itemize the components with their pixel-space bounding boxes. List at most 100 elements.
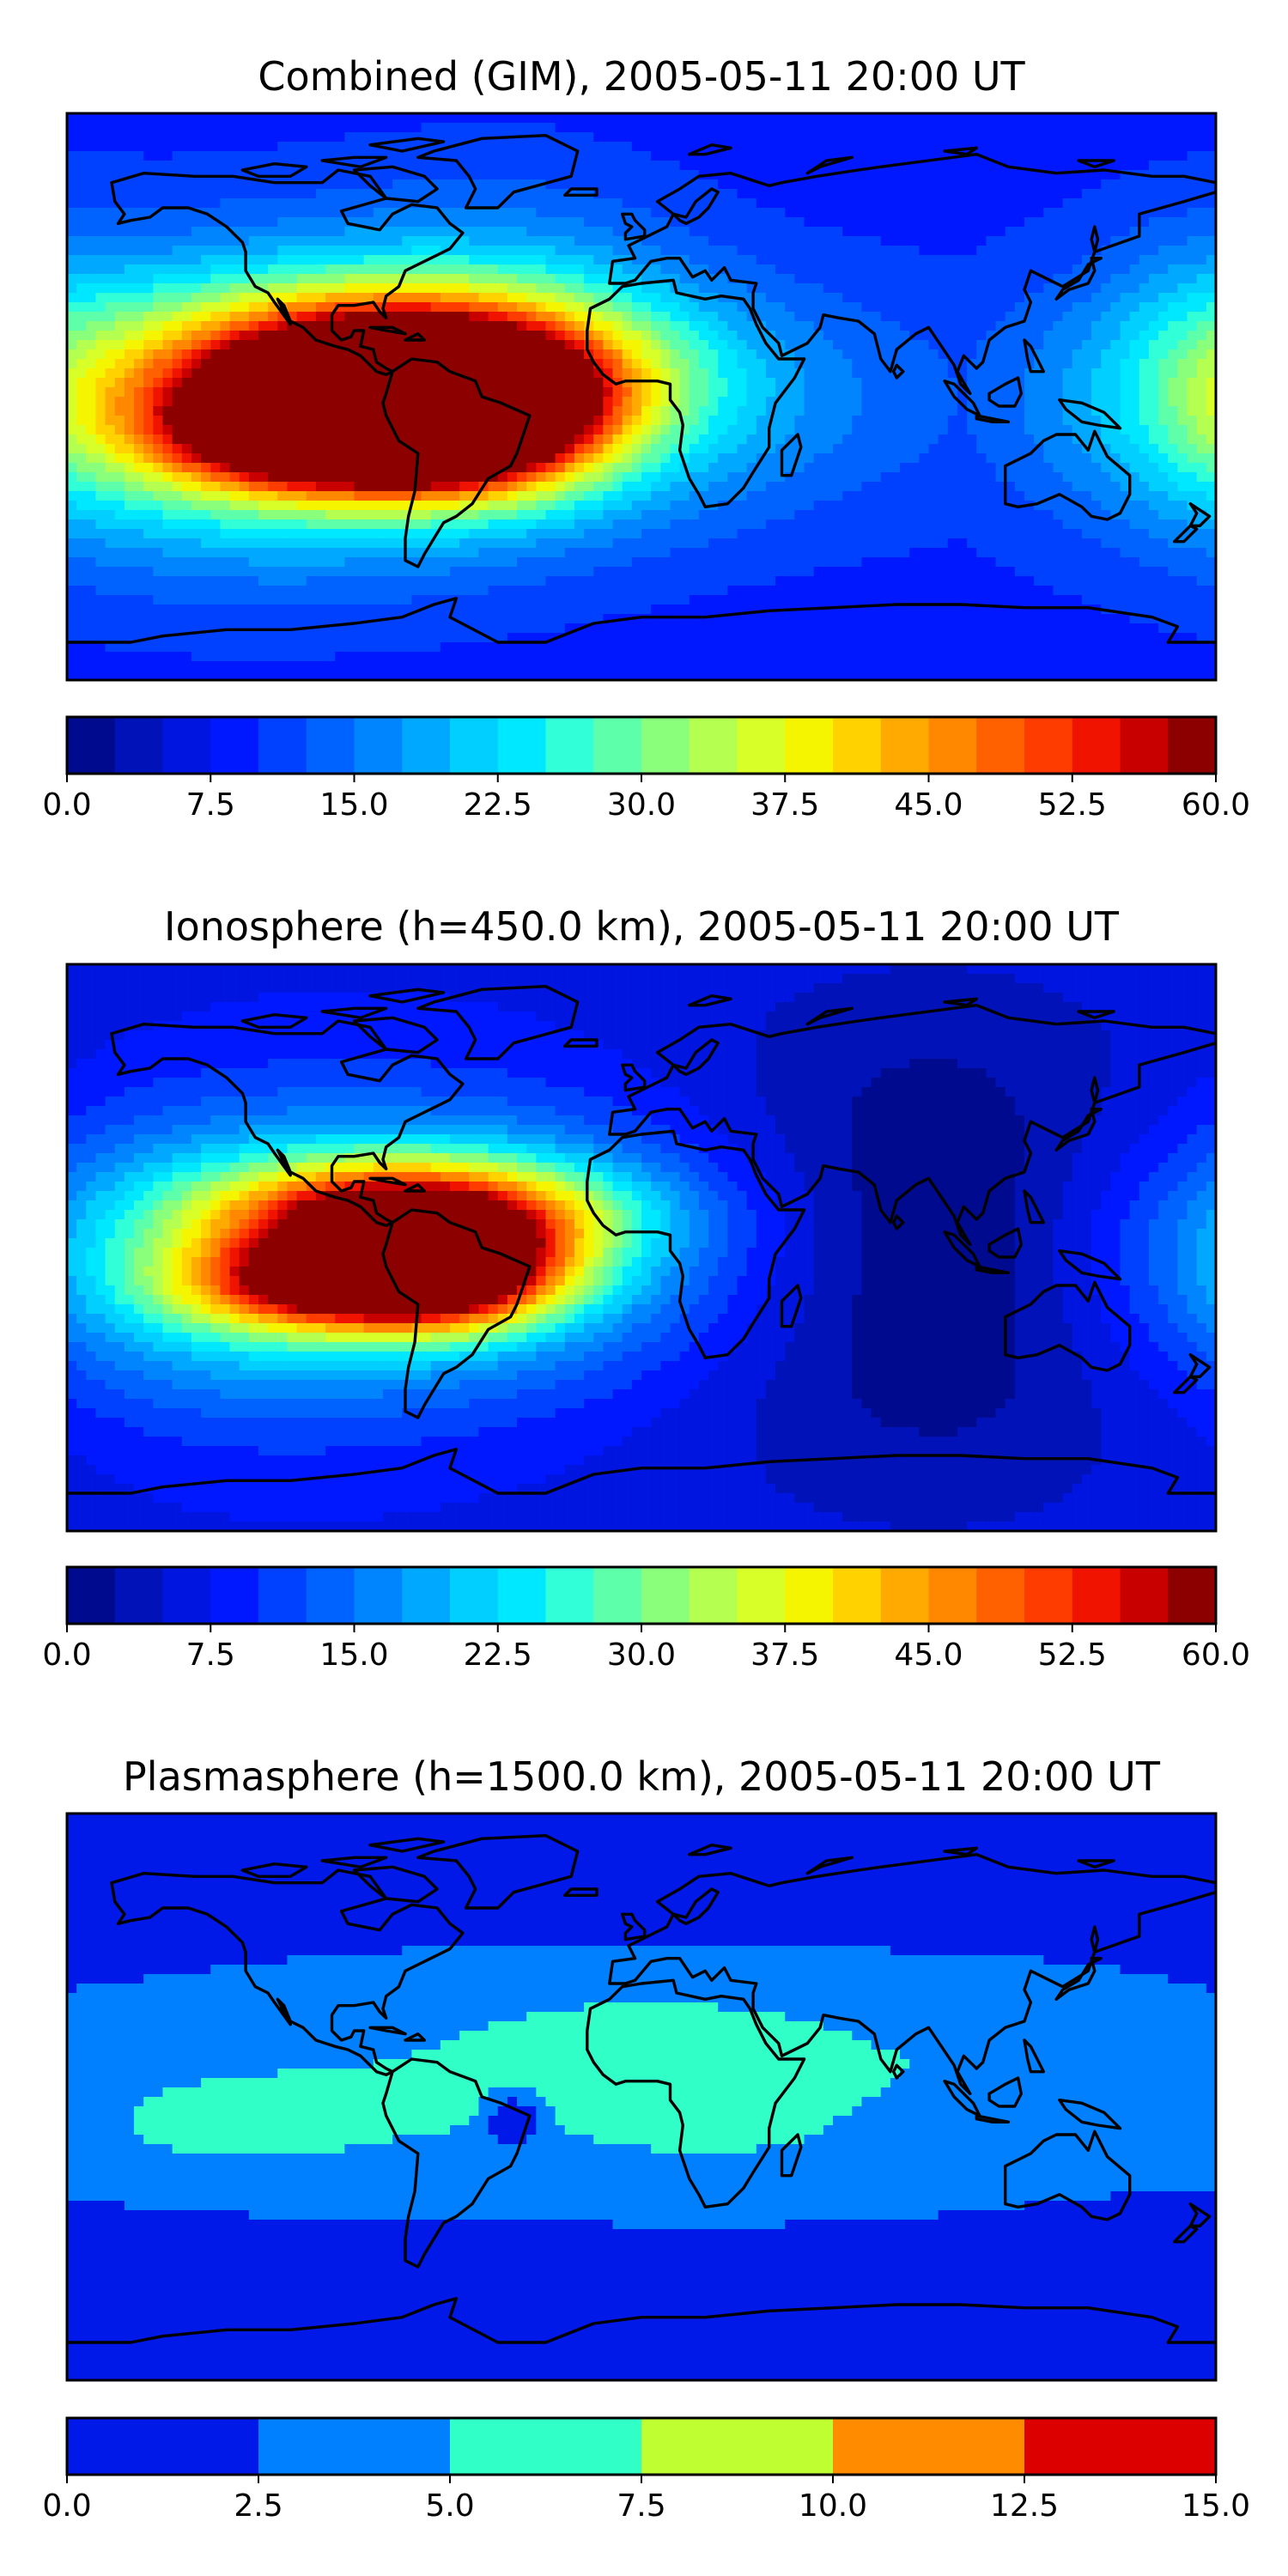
coastline	[368, 137, 446, 153]
colorbar-segment	[641, 1567, 690, 1624]
colorbar-segment	[497, 1567, 546, 1624]
coastline	[1090, 1076, 1100, 1105]
colorbar-tick-label: 7.5	[186, 1637, 235, 1673]
colorbar-tick-label: 10.0	[799, 2488, 867, 2524]
colorbar-segment	[450, 717, 499, 774]
coastline	[110, 168, 465, 376]
colorbar-segment	[1072, 717, 1121, 774]
colorbar-segment	[402, 717, 451, 774]
colorbar-tick-label: 0.0	[42, 2488, 91, 2524]
colorbar-tick-label: 0.0	[42, 787, 91, 823]
coastline	[1077, 1010, 1115, 1020]
colorbar-segment	[737, 717, 786, 774]
map-frame	[65, 1812, 1218, 2382]
colorbar-tick-label: 7.5	[186, 787, 235, 823]
coastline	[1077, 1859, 1115, 1869]
colorbar-segment	[689, 717, 738, 774]
coastline	[1090, 1925, 1100, 1954]
coastline	[975, 414, 1011, 423]
panel-combined: Combined (GIM), 2005-05-11 20:00 UT 0.0 7…	[42, 53, 1250, 823]
colorbar-tick-label: 15.0	[1182, 2488, 1250, 2524]
colorbar-segment	[641, 717, 690, 774]
coastlines	[67, 133, 1216, 644]
coastline	[1054, 1956, 1103, 2002]
coastline	[368, 1837, 446, 1853]
colorbar-segment	[210, 1567, 259, 1624]
colorbar-tick-label: 2.5	[234, 2488, 283, 2524]
colorbar-segment	[833, 1567, 882, 1624]
colorbar-segment	[1120, 1567, 1169, 1624]
coastline	[381, 357, 532, 568]
colorbar-tick-label: 37.5	[750, 787, 819, 823]
coastline	[381, 2057, 532, 2269]
colorbar-segment	[976, 1567, 1025, 1624]
colorbar-segment	[545, 1567, 594, 1624]
coastline	[1003, 2129, 1132, 2221]
coastline	[1172, 2224, 1199, 2244]
coastline	[891, 1214, 905, 1230]
colorbar-segment	[354, 1567, 403, 1624]
coastline	[671, 1887, 720, 1926]
colorbar-segment	[497, 717, 546, 774]
coastline	[67, 1447, 1216, 1495]
colorbar-segment	[880, 717, 929, 774]
colorbar-segment	[210, 717, 259, 774]
colorbar-segment	[880, 1567, 929, 1624]
coastline	[416, 1833, 580, 1910]
coastline	[110, 1868, 465, 2077]
colorbar-segment	[976, 717, 1025, 774]
coastline	[1188, 1352, 1212, 1379]
colorbar-segment	[833, 717, 882, 774]
coastline	[1077, 159, 1115, 169]
coastline	[608, 1852, 1216, 2096]
coastline	[368, 2026, 407, 2036]
panel-title: Combined (GIM), 2005-05-11 20:00 UT	[258, 53, 1025, 100]
coastline	[352, 165, 439, 204]
colorbar-segment	[162, 717, 211, 774]
colorbar-tick-label: 15.0	[319, 787, 388, 823]
colorbar-segment	[67, 2418, 259, 2475]
colorbar-segment	[737, 1567, 786, 1624]
coastline	[621, 212, 647, 241]
coastline	[891, 2063, 905, 2080]
coastline	[688, 143, 732, 156]
colorbar-segment	[258, 2418, 451, 2475]
coastline	[1058, 2098, 1122, 2130]
coastline	[943, 997, 979, 1007]
coastline	[1054, 257, 1103, 301]
coastline	[671, 1038, 720, 1077]
colorbar-segment	[354, 717, 403, 774]
colorbar-tick-label: 52.5	[1038, 1637, 1107, 1673]
colorbar-tick-label: 22.5	[464, 787, 532, 823]
colorbar-segment	[450, 1567, 499, 1624]
coastline	[368, 325, 407, 336]
colorbar-segment	[593, 717, 642, 774]
coastline	[563, 187, 598, 197]
coastline	[1054, 1107, 1103, 1152]
coastline	[320, 1006, 388, 1020]
colorbar-segment	[1024, 717, 1073, 774]
panel-title: Ionosphere (h=450.0 km), 2005-05-11 20:0…	[164, 903, 1120, 950]
coastline	[586, 1978, 806, 2209]
coastline	[1172, 524, 1199, 544]
coastline	[240, 1012, 308, 1030]
colorbar-tick-label: 0.0	[42, 1637, 91, 1673]
colorbar-segment	[928, 717, 977, 774]
colorbar-segment	[593, 1567, 642, 1624]
coastline	[586, 278, 806, 508]
panel-ionosphere: Ionosphere (h=450.0 km), 2005-05-11 20:0…	[42, 903, 1250, 1673]
colorbar-segment	[1024, 1567, 1073, 1624]
tec-field	[67, 964, 1216, 1531]
coastline	[1003, 1280, 1132, 1372]
colorbar-segment	[641, 2418, 834, 2475]
colorbar: 0.0 2.5 5.0 7.5 10.0 12.5 15.0	[42, 2416, 1250, 2524]
coastline	[943, 146, 979, 156]
colorbar: 0.0 7.5 15.0 22.5 30.0 37.5 45.0 52.5 60.0	[42, 715, 1250, 823]
colorbar-tick-label: 37.5	[750, 1637, 819, 1673]
colorbar-segment	[928, 1567, 977, 1624]
colorbar-tick-label: 15.0	[319, 1637, 388, 1673]
coastline	[621, 1063, 647, 1092]
coastline	[780, 433, 803, 477]
coastline	[404, 2032, 426, 2042]
